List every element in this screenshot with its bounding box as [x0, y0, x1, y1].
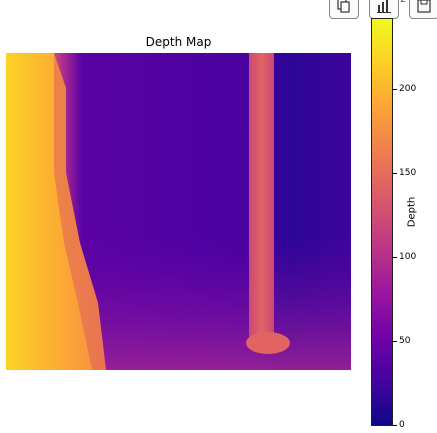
colorbar-tick	[393, 341, 397, 342]
toolbar-edge-text: 2	[400, 0, 406, 5]
colorbar-tick-label: 100	[399, 252, 417, 262]
depth-map-image	[6, 53, 351, 370]
copy-button[interactable]	[329, 0, 359, 19]
colorbar	[371, 18, 393, 426]
colorbar-tick	[393, 173, 397, 174]
colorbar-tick-label: 150	[399, 168, 417, 178]
copy-icon	[337, 0, 350, 13]
chart-button[interactable]	[369, 0, 399, 19]
bar-chart-icon	[377, 0, 391, 13]
plot-title: Depth Map	[145, 35, 212, 49]
colorbar-tick-label: 0	[399, 420, 405, 430]
colorbar-tick	[393, 257, 397, 258]
colorbar-tick-label: 200	[399, 84, 417, 94]
colorbar-label: Depth	[406, 196, 418, 228]
colorbar-tick	[393, 425, 397, 426]
save-button[interactable]	[409, 0, 437, 19]
save-icon	[417, 0, 431, 13]
colorbar-tick	[393, 89, 397, 90]
colorbar-tick-label: 50	[399, 336, 411, 346]
